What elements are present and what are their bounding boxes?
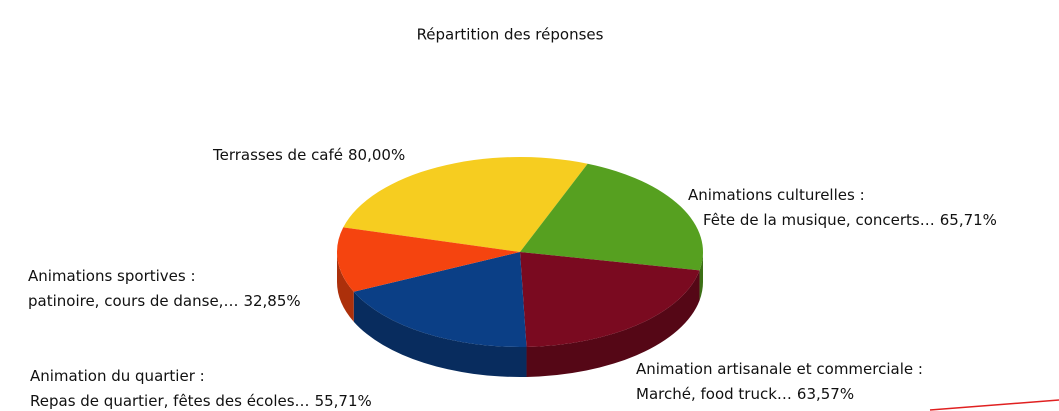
slice-value-label: 80,00% [348, 146, 405, 164]
chart-title: Répartition des réponses [417, 26, 604, 44]
slice-label: Animations sportives : [28, 267, 196, 285]
slice-label-text: patinoire, cours de danse,… [28, 292, 238, 310]
slice-label: Fête de la musique, concerts… 65,71% [703, 211, 997, 229]
slice-label-text: Marché, food truck… [636, 385, 792, 403]
slice [353, 252, 527, 347]
slice-label: Animation du quartier : [30, 367, 205, 385]
slice-label: Animations culturelles : [688, 186, 865, 204]
slice-label: Terrasses de café 80,00% [212, 146, 405, 164]
slice-label: Marché, food truck… 63,57% [636, 385, 854, 403]
slice-side [337, 252, 354, 322]
slice-side [699, 252, 703, 301]
slice [520, 252, 700, 347]
slice-label-text: Animation artisanale et commerciale : [636, 360, 923, 378]
slice-label-text: Fête de la musique, concerts… [703, 211, 935, 229]
slice-label: Repas de quartier, fêtes des écoles… 55,7… [30, 392, 372, 410]
slice-label-text: Terrasses de café [212, 146, 343, 164]
slice-label-text: Animation du quartier : [30, 367, 205, 385]
slice-side [526, 270, 700, 377]
slice [337, 227, 520, 292]
slice-value-label: 63,57% [797, 385, 854, 403]
slice-value-label: 65,71% [940, 211, 997, 229]
slice-value-label: 32,85% [243, 292, 300, 310]
slice-label: Animation artisanale et commerciale : [636, 360, 923, 378]
slice-label: patinoire, cours de danse,… 32,85% [28, 292, 301, 310]
slice [343, 156, 588, 252]
slice-side [353, 291, 527, 377]
slice-label-text: Repas de quartier, fêtes des écoles… [30, 392, 310, 410]
decoration-line [929, 399, 1059, 411]
slice [520, 163, 703, 271]
slice-label-text: Animations culturelles : [688, 186, 865, 204]
slice-value-label: 55,71% [315, 392, 372, 410]
slice-label-text: Animations sportives : [28, 267, 196, 285]
